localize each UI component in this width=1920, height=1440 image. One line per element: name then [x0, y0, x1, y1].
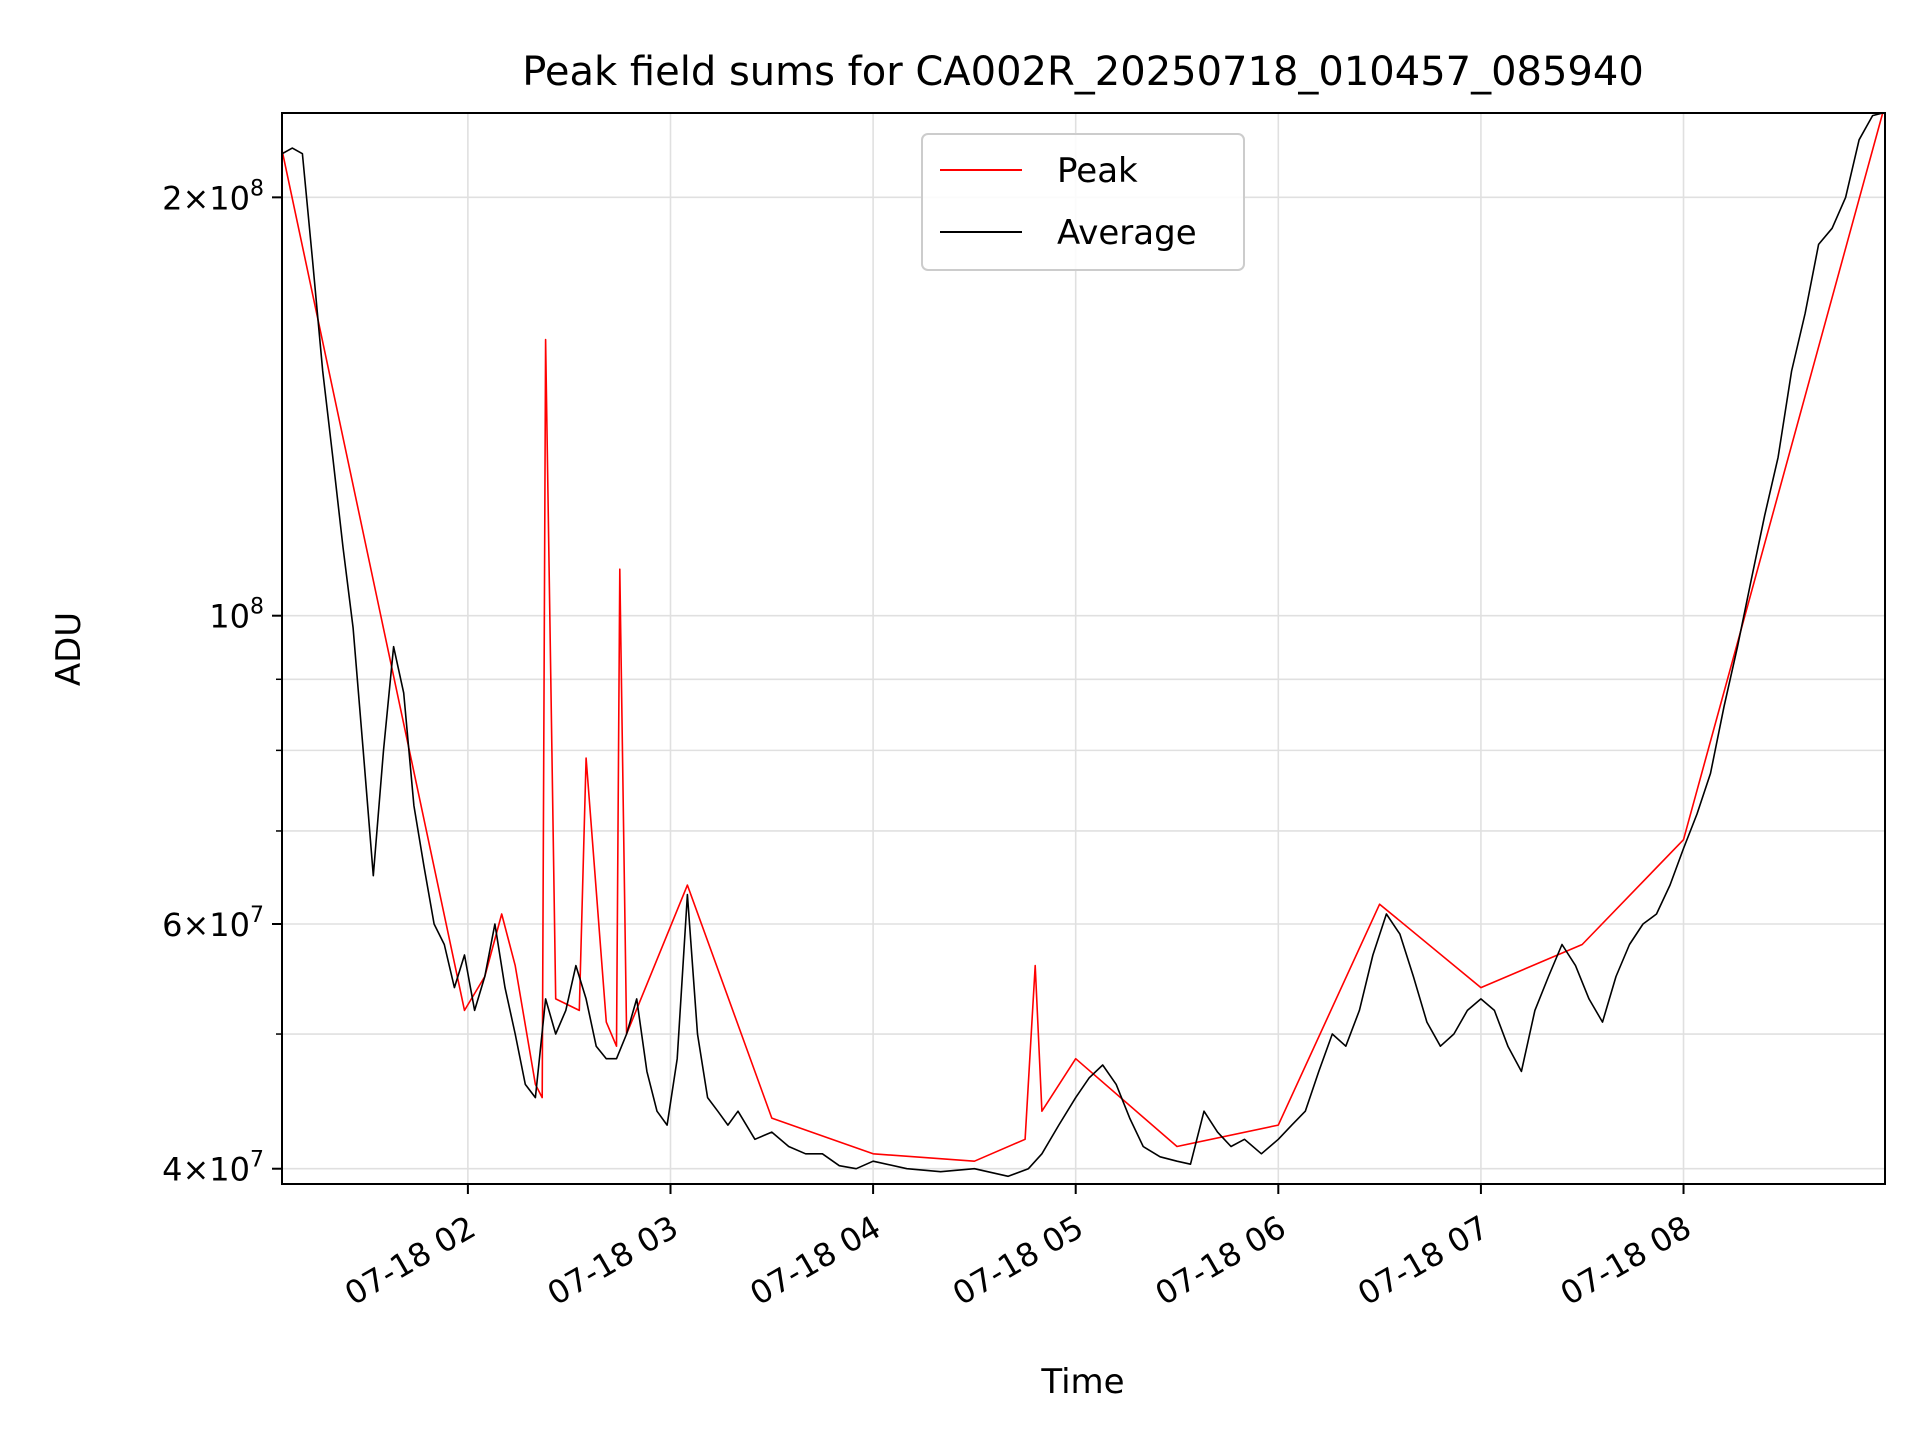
chart-title: Peak field sums for CA002R_20250718_0104… [522, 49, 1644, 95]
legend: Peak Average [921, 133, 1245, 271]
series-layer [281, 112, 1884, 1178]
y-axis-label: ADU [49, 612, 89, 686]
y-tick-label: 4×107 [162, 1148, 264, 1189]
plot-frame [281, 112, 1886, 1185]
y-axis: 4×107 6×107 108 2×108 [162, 176, 282, 1189]
legend-label: Peak [1057, 151, 1138, 191]
y-tick-label: 2×108 [162, 176, 264, 217]
y-tick-label: 6×107 [162, 903, 264, 944]
series-line-average [281, 112, 1883, 1178]
series-line-peak [281, 112, 1884, 1162]
legend-box [921, 133, 1245, 271]
x-axis-label: Time [1040, 1362, 1124, 1402]
legend-label: Average [1057, 213, 1197, 253]
y-tick-label: 108 [209, 595, 264, 636]
